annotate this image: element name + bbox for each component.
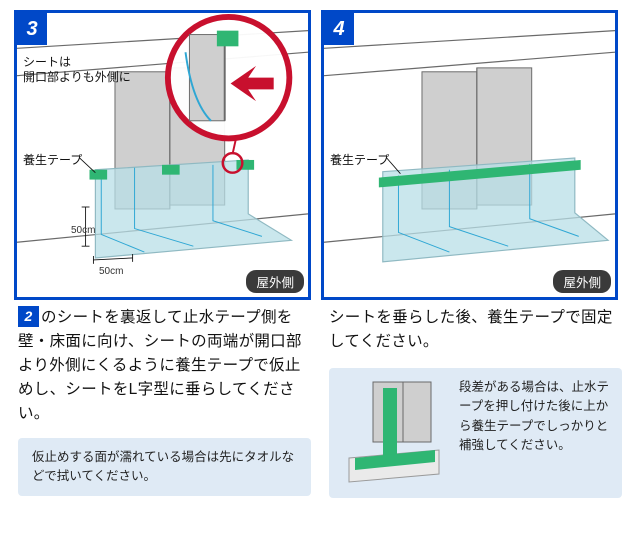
panel-3-text-column: 2のシートを裏返して止水テープ側を壁・床面に向け、シートの両端が開口部より外側に… (18, 306, 311, 498)
masking-tape-label-3: 養生テープ (23, 153, 82, 168)
panel-3-paragraph: 2のシートを裏返して止水テープ側を壁・床面に向け、シートの両端が開口部より外側に… (18, 306, 311, 426)
instruction-panel-4: 4 養生テープ 屋外側 (321, 10, 618, 300)
instruction-panel-3: 3 シートは 開口部よりも外側に 養生テープ 50cm 50cm (14, 10, 311, 300)
step-2-inline-badge: 2 (18, 306, 39, 327)
sheet-position-label-line1: シートは (23, 55, 71, 70)
panel-4-paragraph: シートを垂らした後、養生テープで固定してください。 (329, 306, 622, 354)
outdoor-side-tag-3: 屋外側 (246, 270, 304, 293)
panel-3-paragraph-text: のシートを裏返して止水テープ側を壁・床面に向け、シートの両端が開口部より外側にく… (18, 309, 302, 422)
panel-3-note-box: 仮止めする面が濡れている場合は先にタオルなどで拭いてください。 (18, 438, 311, 496)
masking-tape-label-4: 養生テープ (330, 153, 389, 168)
panel-4-paragraph-text: シートを垂らした後、養生テープで固定してください。 (329, 309, 613, 350)
dimension-horizontal-50: 50cm (99, 266, 123, 279)
panel-4-text-column: シートを垂らした後、養生テープで固定してください。 段差がある場合は、止水テープ… (329, 306, 622, 498)
step-number-3: 3 (17, 13, 47, 45)
step-tip-box: 段差がある場合は、止水テープを押し付けた後に上から養生テープでしっかりと補強して… (329, 368, 622, 498)
dimension-vertical-50: 50cm (71, 225, 95, 238)
panel-3-note-text: 仮止めする面が濡れている場合は先にタオルなどで拭いてください。 (32, 450, 294, 483)
sheet-position-label-line2: 開口部よりも外側に (23, 70, 131, 85)
step-tip-illustration (339, 378, 449, 488)
outdoor-side-tag-4: 屋外側 (553, 270, 611, 293)
step-tip-text: 段差がある場合は、止水テープを押し付けた後に上から養生テープでしっかりと補強して… (459, 378, 612, 488)
magnifier-detail (168, 17, 289, 138)
step-number-4: 4 (324, 13, 354, 45)
